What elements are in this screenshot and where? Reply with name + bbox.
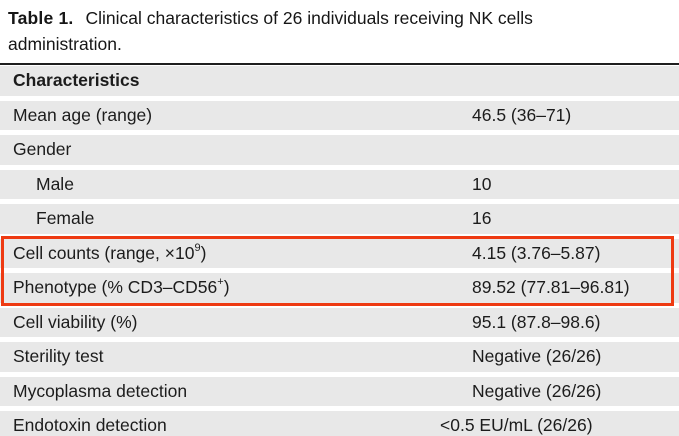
table-caption: Table 1. Clinical characteristics of 26 i… — [8, 5, 668, 57]
table: Characteristics Mean age (range) 46.5 (36… — [0, 63, 679, 436]
table-row: Male 10 — [0, 169, 679, 199]
row-label: Mean age (range) — [13, 104, 153, 125]
table-row: Female 16 — [0, 204, 679, 234]
row-label: Endotoxin detection — [13, 415, 167, 436]
caption-line-1: Table 1. Clinical characteristics of 26 i… — [8, 5, 668, 31]
row-label: Cell viability (%) — [13, 311, 138, 332]
row-value: <0.5 EU/mL (26/26) — [440, 415, 593, 436]
row-label: Cell counts (range, ×109) — [13, 241, 207, 263]
row-label: Sterility test — [13, 346, 104, 367]
row-label: Phenotype (% CD3–CD56+) — [13, 276, 230, 298]
table-row: Mean age (range) 46.5 (36–71) — [0, 100, 679, 130]
row-value: Negative (26/26) — [472, 380, 602, 401]
header-characteristics: Characteristics — [13, 70, 140, 91]
table-row: Cell viability (%) 95.1 (87.8–98.6) — [0, 307, 679, 337]
table-row: Cell counts (range, ×109) 4.15 (3.76–5.87… — [0, 238, 679, 268]
row-value: 89.52 (77.81–96.81) — [472, 277, 630, 298]
table-row: Endotoxin detection <0.5 EU/mL (26/26) — [0, 411, 679, 436]
table-row: Sterility test Negative (26/26) — [0, 342, 679, 372]
row-value: 10 — [472, 173, 492, 194]
caption-text-line1: Clinical characteristics of 26 individua… — [85, 8, 533, 28]
row-label: Gender — [13, 139, 72, 160]
row-label: Male — [36, 173, 74, 194]
row-value: 16 — [472, 208, 492, 229]
table-row: Gender — [0, 135, 679, 165]
row-label: Female — [36, 208, 95, 229]
superscript: 9 — [194, 241, 201, 254]
table-header-row: Characteristics — [0, 66, 679, 96]
row-value: Negative (26/26) — [472, 346, 602, 367]
superscript: + — [217, 276, 224, 289]
row-label: Mycoplasma detection — [13, 380, 188, 401]
row-value: 95.1 (87.8–98.6) — [472, 311, 601, 332]
caption-text-line2: administration. — [8, 34, 122, 54]
table-row: Phenotype (% CD3–CD56+) 89.52 (77.81–96.8… — [0, 273, 679, 303]
table-row: Mycoplasma detection Negative (26/26) — [0, 376, 679, 406]
row-value: 4.15 (3.76–5.87) — [472, 242, 601, 263]
table-number: Table 1. — [8, 8, 74, 28]
row-value: 46.5 (36–71) — [472, 104, 572, 125]
